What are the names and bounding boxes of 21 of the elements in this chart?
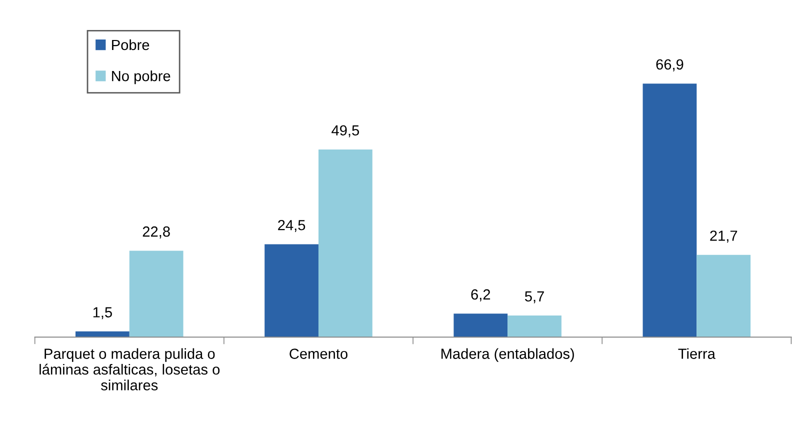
legend-label: No pobre xyxy=(112,70,170,84)
data-label: 22,8 xyxy=(142,226,170,238)
x-tick-label: Madera (entablados) xyxy=(441,348,574,362)
bar xyxy=(454,314,508,338)
bar xyxy=(508,316,562,338)
data-label: 66,9 xyxy=(656,59,684,72)
data-label: 49,5 xyxy=(332,125,360,138)
bar xyxy=(696,254,751,338)
data-label: 6,2 xyxy=(471,289,490,302)
data-label: 21,7 xyxy=(710,230,738,243)
legend-label: Pobre xyxy=(112,39,150,50)
data-label: 24,5 xyxy=(278,220,306,232)
x-tick-label: Tierra xyxy=(678,348,716,359)
bar xyxy=(129,250,184,338)
bar xyxy=(264,244,318,338)
x-tick-label: Parquet o madera pulida o láminas asfalticas, losetas o similares xyxy=(40,348,220,390)
bar xyxy=(318,150,372,338)
data-label: 5,7 xyxy=(524,291,544,304)
x-tick-label: Cemento xyxy=(290,348,348,359)
data-label: 1,5 xyxy=(93,307,112,320)
bar xyxy=(642,84,697,338)
